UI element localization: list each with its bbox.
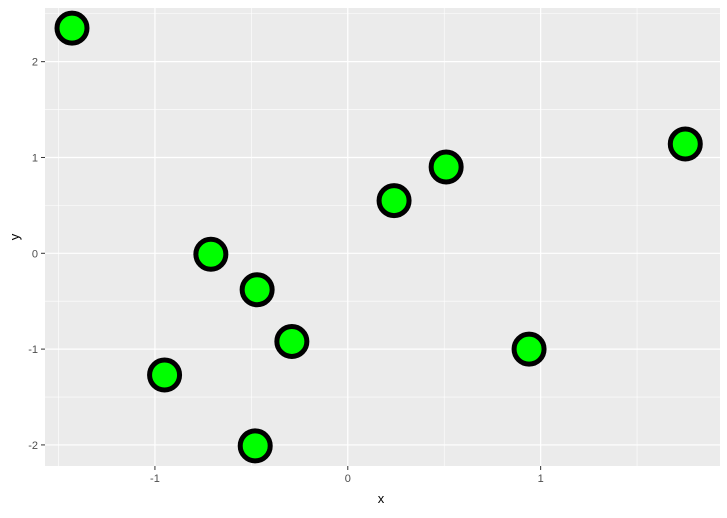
ticks: -1 0 1 -2 -1 0 1 2 — [28, 57, 543, 485]
x-tick-label: 0 — [345, 473, 351, 485]
x-tick-label: 1 — [538, 473, 544, 485]
data-point — [54, 10, 90, 46]
y-tick-label: -1 — [28, 344, 38, 356]
y-tick-label: 2 — [32, 57, 38, 69]
y-tick-label: 0 — [32, 248, 38, 260]
data-point — [147, 357, 183, 393]
data-point — [667, 126, 703, 162]
data-point — [511, 331, 547, 367]
grid — [45, 8, 720, 466]
points — [54, 10, 703, 464]
data-point — [237, 428, 273, 464]
data-point — [428, 149, 464, 185]
data-point — [274, 323, 310, 359]
x-axis-label: x — [378, 491, 385, 506]
x-tick-label: -1 — [150, 473, 160, 485]
data-point — [193, 236, 229, 272]
y-axis-label: y — [7, 233, 22, 240]
y-tick-label: -2 — [28, 440, 38, 452]
data-point — [376, 183, 412, 219]
y-tick-label: 1 — [32, 152, 38, 164]
data-point — [239, 272, 275, 308]
